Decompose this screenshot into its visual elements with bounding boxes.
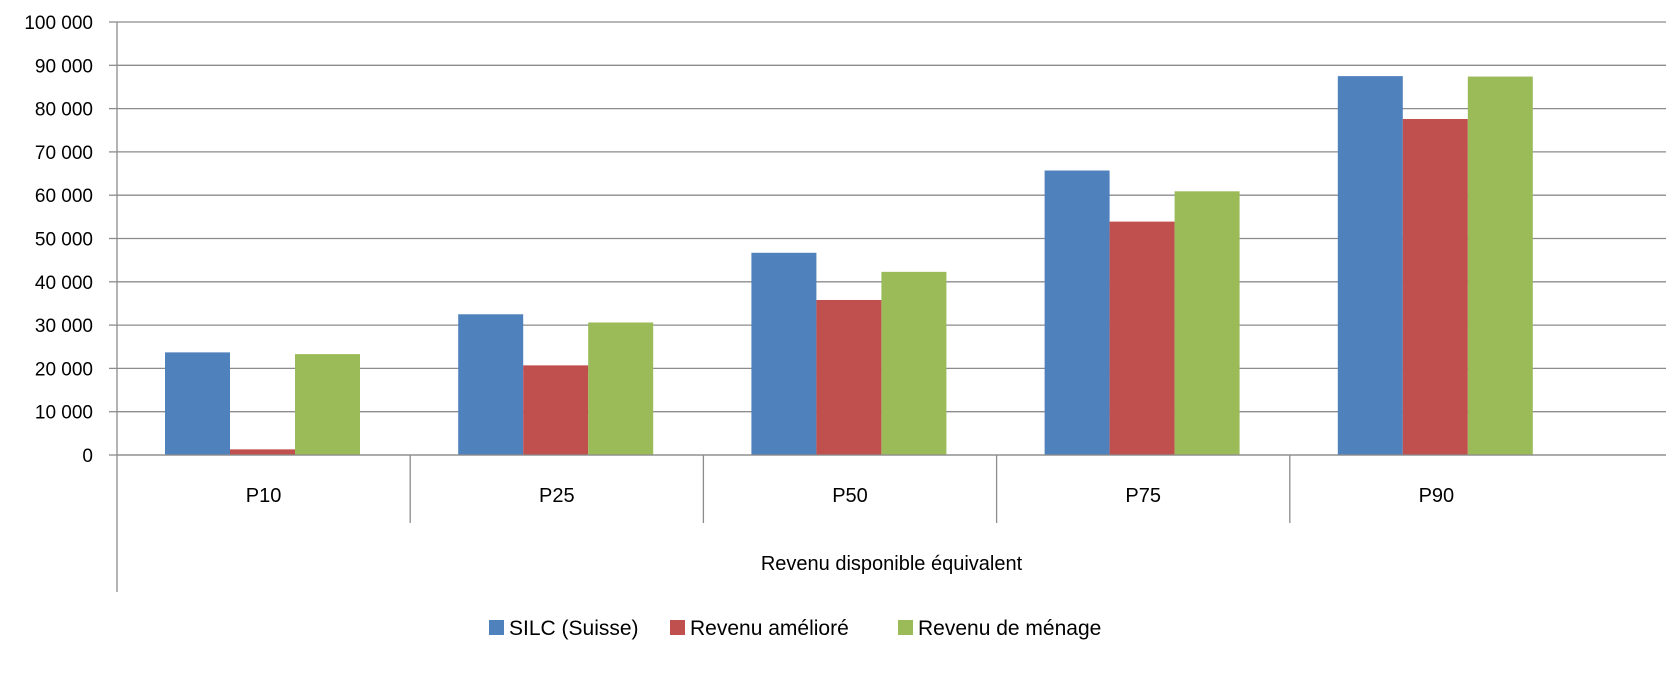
bar-p50-series-3 — [881, 271, 947, 455]
y-tick-label: 50 000 — [35, 230, 93, 251]
x-category-label: P50 — [832, 485, 868, 507]
bar-p90-series-3 — [1467, 76, 1533, 456]
legend-label: Revenu de ménage — [918, 617, 1101, 640]
bar-p50-series-1 — [751, 252, 817, 455]
y-tick-label: 70 000 — [35, 143, 93, 164]
bar-p75-series-1 — [1044, 170, 1110, 456]
y-axis: 0 10 000 20 000 30 000 40 000 50 000 60 000 70 … — [24, 13, 118, 592]
y-tick-label: 30 000 — [35, 316, 93, 337]
bar-p50-series-2 — [816, 299, 882, 455]
bar-p75-series-2 — [1109, 221, 1175, 455]
x-category-label: P90 — [1419, 485, 1455, 507]
bar-p75-series-3 — [1174, 191, 1240, 456]
bar-p25-series-1 — [458, 314, 524, 455]
y-tick-label: 20 000 — [35, 359, 93, 380]
bar-p10-series-2 — [230, 449, 295, 455]
legend-swatch — [670, 620, 685, 635]
bar-p90-series-2 — [1402, 118, 1468, 455]
bar-p10-series-1 — [165, 352, 230, 455]
legend-swatch — [898, 620, 913, 635]
legend-swatch — [489, 620, 504, 635]
y-tick-label: 100 000 — [24, 13, 93, 34]
y-tick-label: 40 000 — [35, 273, 93, 294]
y-tick-label: 0 — [82, 446, 93, 467]
bar-p90-series-1 — [1337, 76, 1403, 455]
legend-label: SILC (Suisse) — [509, 617, 639, 640]
legend: SILC (Suisse) Revenu amélioré Revenu de mé… — [489, 617, 1101, 640]
x-category-label: P75 — [1125, 485, 1161, 507]
x-axis: P10 P25 P50 P75 P90 — [117, 454, 1666, 523]
y-tick-label: 10 000 — [35, 403, 93, 424]
x-category-label: P25 — [539, 485, 575, 507]
bars — [165, 76, 1533, 456]
bar-p25-series-2 — [523, 365, 589, 455]
y-tick-label: 90 000 — [35, 56, 93, 77]
y-tick-label: 60 000 — [35, 186, 93, 207]
x-axis-title: Revenu disponible équivalent — [761, 553, 1023, 575]
bar-p25-series-3 — [588, 322, 654, 455]
bar-p10-series-3 — [295, 354, 360, 455]
x-category-label: P10 — [246, 485, 282, 507]
legend-label: Revenu amélioré — [690, 617, 849, 640]
y-tick-label: 80 000 — [35, 100, 93, 121]
